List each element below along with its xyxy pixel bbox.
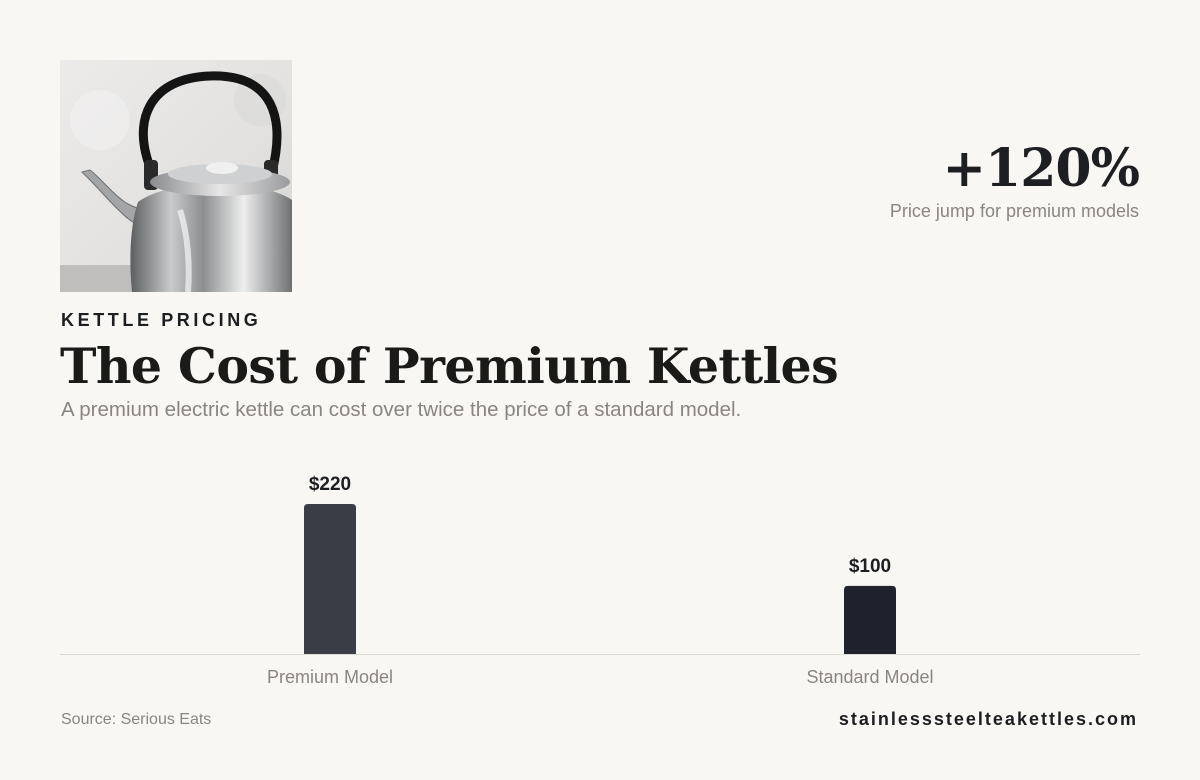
bar-standard-model <box>844 585 896 654</box>
kettle-illustration <box>60 60 292 292</box>
source-note: Source: Serious Eats <box>61 711 212 728</box>
bar-chart-svg: $220 Premium Model $100 Standard Model <box>60 474 1140 687</box>
kpi-value: +120% <box>942 138 1140 199</box>
data-label-premium-model: $220 <box>309 474 351 495</box>
page-subtitle: A premium electric kettle can cost over … <box>61 398 742 421</box>
page-title: The Cost of Premium Kettles <box>60 337 839 395</box>
site-url: stainlesssteelteakettles.com <box>838 709 1138 729</box>
data-label-standard-model: $100 <box>849 556 891 577</box>
kpi-block: +120% Price jump for premium models <box>889 138 1140 222</box>
bar-premium-model <box>304 504 356 654</box>
kettle-photo <box>60 60 292 292</box>
kpi-caption: Price jump for premium models <box>889 201 1139 221</box>
bar-chart: $220 Premium Model $100 Standard Model <box>60 460 1140 700</box>
eyebrow-label: KETTLE PRICING <box>61 310 262 330</box>
x-tick-premium-model: Premium Model <box>267 667 393 687</box>
x-tick-standard-model: Standard Model <box>806 667 933 687</box>
